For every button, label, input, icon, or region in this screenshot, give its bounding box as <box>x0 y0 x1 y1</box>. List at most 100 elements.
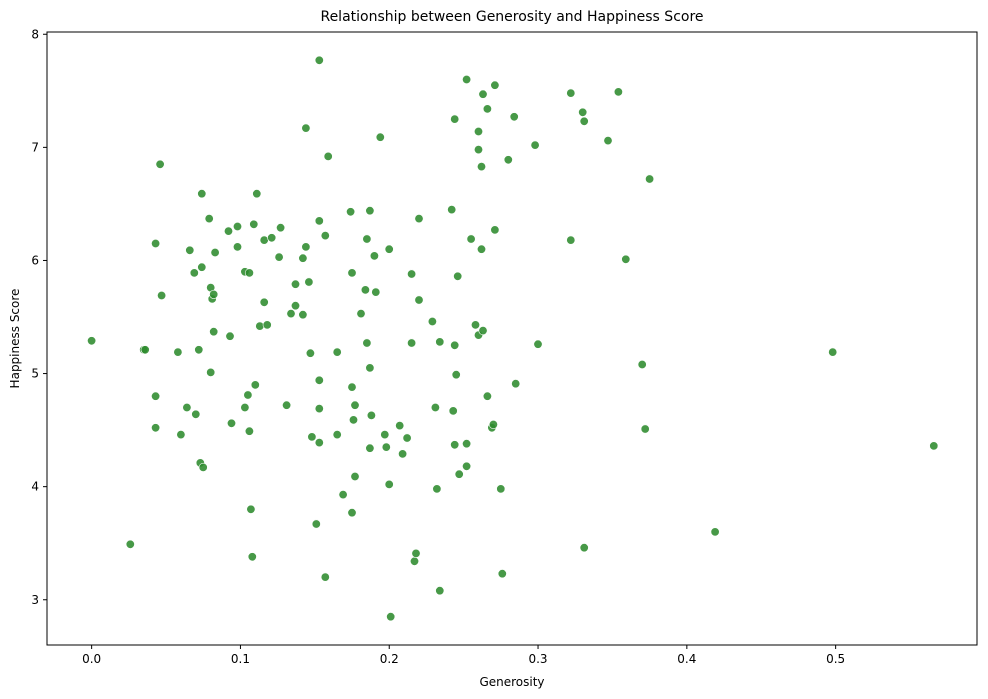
scatter-point-121 <box>470 320 480 330</box>
scatter-point-28 <box>225 331 235 341</box>
scatter-point-114 <box>451 370 461 380</box>
scatter-point-34 <box>243 390 253 400</box>
scatter-point-136 <box>497 569 507 579</box>
scatter-point-134 <box>490 225 500 235</box>
scatter-point-43 <box>259 235 269 245</box>
scatter-point-95 <box>395 421 405 431</box>
scatter-point-1 <box>125 539 135 549</box>
scatter-point-84 <box>365 363 375 373</box>
scatter-point-97 <box>402 433 412 443</box>
scatter-point-37 <box>246 504 256 514</box>
scatter-point-155 <box>929 441 939 451</box>
scatter-point-26 <box>210 248 220 258</box>
scatter-point-25 <box>209 327 219 337</box>
scatter-point-82 <box>362 338 372 348</box>
scatter-point-71 <box>338 490 348 500</box>
scatter-point-146 <box>579 543 589 553</box>
scatter-point-110 <box>448 406 458 416</box>
scatter-point-115 <box>453 271 463 281</box>
scatter-point-154 <box>828 347 838 357</box>
scatter-point-74 <box>347 382 357 392</box>
scatter-point-105 <box>430 402 440 412</box>
scatter-point-36 <box>244 426 254 436</box>
scatter-point-142 <box>566 88 576 98</box>
scatter-point-62 <box>314 216 324 226</box>
scatter-point-67 <box>320 572 330 582</box>
scatter-point-152 <box>645 174 655 184</box>
y-tick-label: 4 <box>31 480 39 494</box>
scatter-point-11 <box>182 402 192 412</box>
scatter-point-7 <box>155 159 165 169</box>
scatter-point-60 <box>311 519 321 529</box>
scatter-point-96 <box>398 449 408 459</box>
scatter-point-29 <box>227 418 237 428</box>
scatter-point-22 <box>206 367 216 377</box>
scatter-point-5 <box>151 391 161 401</box>
scatter-point-118 <box>462 439 472 449</box>
scatter-point-130 <box>482 391 492 401</box>
scatter-point-125 <box>476 162 486 172</box>
scatter-point-75 <box>347 508 357 518</box>
scatter-point-3 <box>140 345 150 355</box>
scatter-point-120 <box>466 234 476 244</box>
scatter-point-40 <box>250 380 260 390</box>
scatter-point-149 <box>621 254 631 264</box>
scatter-point-56 <box>301 242 311 252</box>
y-tick-label: 8 <box>31 27 39 41</box>
x-tick-label: 0.3 <box>528 652 547 666</box>
scatter-point-13 <box>189 268 199 278</box>
scatter-point-39 <box>249 219 259 229</box>
scatter-point-63 <box>314 375 324 385</box>
scatter-point-12 <box>185 245 195 255</box>
scatter-point-100 <box>409 556 419 566</box>
x-tick-label: 0.4 <box>677 652 696 666</box>
scatter-point-79 <box>356 309 366 319</box>
scatter-point-111 <box>450 114 460 124</box>
scatter-point-86 <box>366 410 376 420</box>
scatter-point-42 <box>255 321 265 331</box>
scatter-point-76 <box>348 415 358 425</box>
scatter-point-6 <box>151 423 161 433</box>
scatter-point-148 <box>613 87 623 97</box>
scatter-point-30 <box>233 222 243 232</box>
scatter-point-69 <box>332 347 342 357</box>
scatter-point-128 <box>478 326 488 336</box>
scatter-point-33 <box>240 402 250 412</box>
scatter-point-107 <box>435 337 445 347</box>
scatter-point-44 <box>259 297 269 307</box>
scatter-point-64 <box>314 404 324 414</box>
scatter-point-112 <box>450 340 460 350</box>
scatter-point-70 <box>332 430 342 440</box>
scatter-point-20 <box>204 214 214 224</box>
chart-title: Relationship between Generosity and Happ… <box>320 9 703 25</box>
scatter-point-87 <box>369 251 379 261</box>
scatter-point-150 <box>637 359 647 369</box>
y-axis-label: Happiness Score <box>8 289 22 389</box>
scatter-point-104 <box>427 316 437 326</box>
scatter-point-126 <box>476 244 486 254</box>
scatter-point-81 <box>362 234 372 244</box>
scatter-point-153 <box>710 527 720 537</box>
scatter-point-123 <box>473 145 483 155</box>
scatter-point-108 <box>435 586 445 596</box>
scatter-point-98 <box>407 269 417 279</box>
scatter-point-143 <box>566 235 576 245</box>
scatter-point-35 <box>244 268 254 278</box>
y-tick-label: 3 <box>31 593 39 607</box>
scatter-point-147 <box>603 136 613 146</box>
scatter-point-135 <box>496 484 506 494</box>
scatter-point-103 <box>414 295 424 305</box>
scatter-point-85 <box>365 443 375 453</box>
scatter-point-27 <box>224 226 234 236</box>
scatter-point-66 <box>320 231 330 241</box>
scatter-point-119 <box>462 461 472 471</box>
scatter-point-45 <box>262 320 272 330</box>
scatter-point-18 <box>197 262 207 272</box>
scatter-point-4 <box>151 239 161 249</box>
scatter-point-145 <box>579 116 589 126</box>
scatter-point-109 <box>447 205 457 215</box>
scatter-point-47 <box>274 252 284 262</box>
scatter-point-91 <box>381 442 391 452</box>
scatter-point-138 <box>509 112 519 122</box>
